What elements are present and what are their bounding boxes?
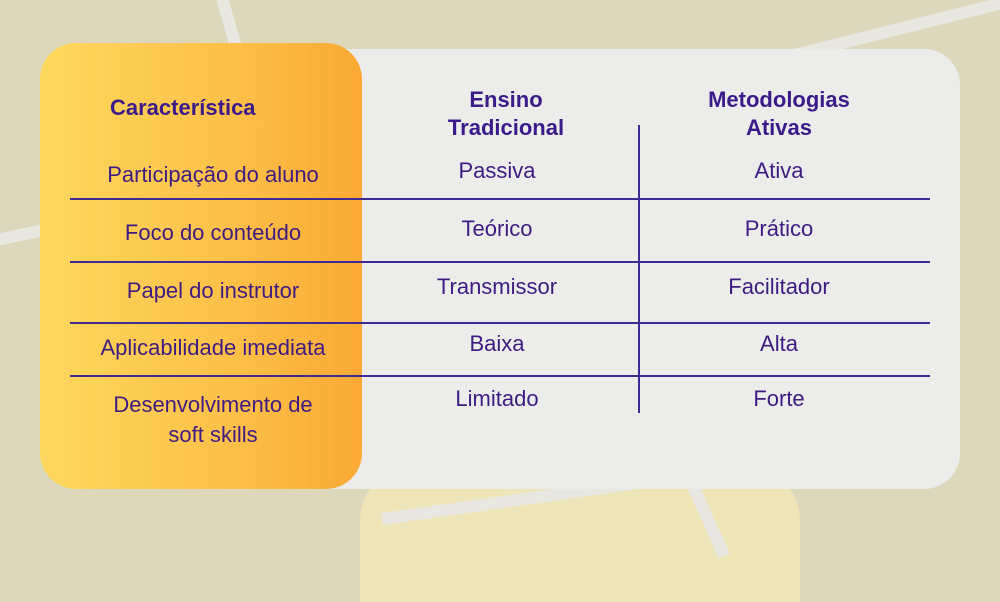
traditional-cell: Teórico xyxy=(461,216,533,241)
column-header-1: Característica xyxy=(110,95,256,120)
traditional-cell: Baixa xyxy=(469,331,525,356)
column-header-2: Ensino Tradicional xyxy=(447,87,565,140)
active-cell: Facilitador xyxy=(728,274,830,299)
characteristic-cell: Participação do aluno xyxy=(107,162,319,187)
column-divider xyxy=(638,125,640,413)
characteristic-cell: Desenvolvimento de soft skills xyxy=(113,392,313,447)
traditional-cell: Transmissor xyxy=(436,274,558,299)
characteristic-cell: Foco do conteúdo xyxy=(124,220,302,245)
row-divider xyxy=(70,198,930,200)
characteristic-cell: Papel do instrutor xyxy=(126,278,300,303)
row-divider xyxy=(70,261,930,263)
characteristic-column-highlight xyxy=(40,43,362,489)
row-divider xyxy=(70,375,930,377)
active-cell: Ativa xyxy=(754,158,804,183)
characteristic-cell: Aplicabilidade imediata xyxy=(100,335,326,360)
traditional-cell: Limitado xyxy=(455,386,539,411)
active-cell: Forte xyxy=(753,386,805,411)
column-header-3: Metodologias Ativas xyxy=(708,87,850,140)
traditional-cell: Passiva xyxy=(458,158,536,183)
row-divider xyxy=(70,322,930,324)
active-cell: Prático xyxy=(744,216,814,241)
active-cell: Alta xyxy=(760,331,798,356)
